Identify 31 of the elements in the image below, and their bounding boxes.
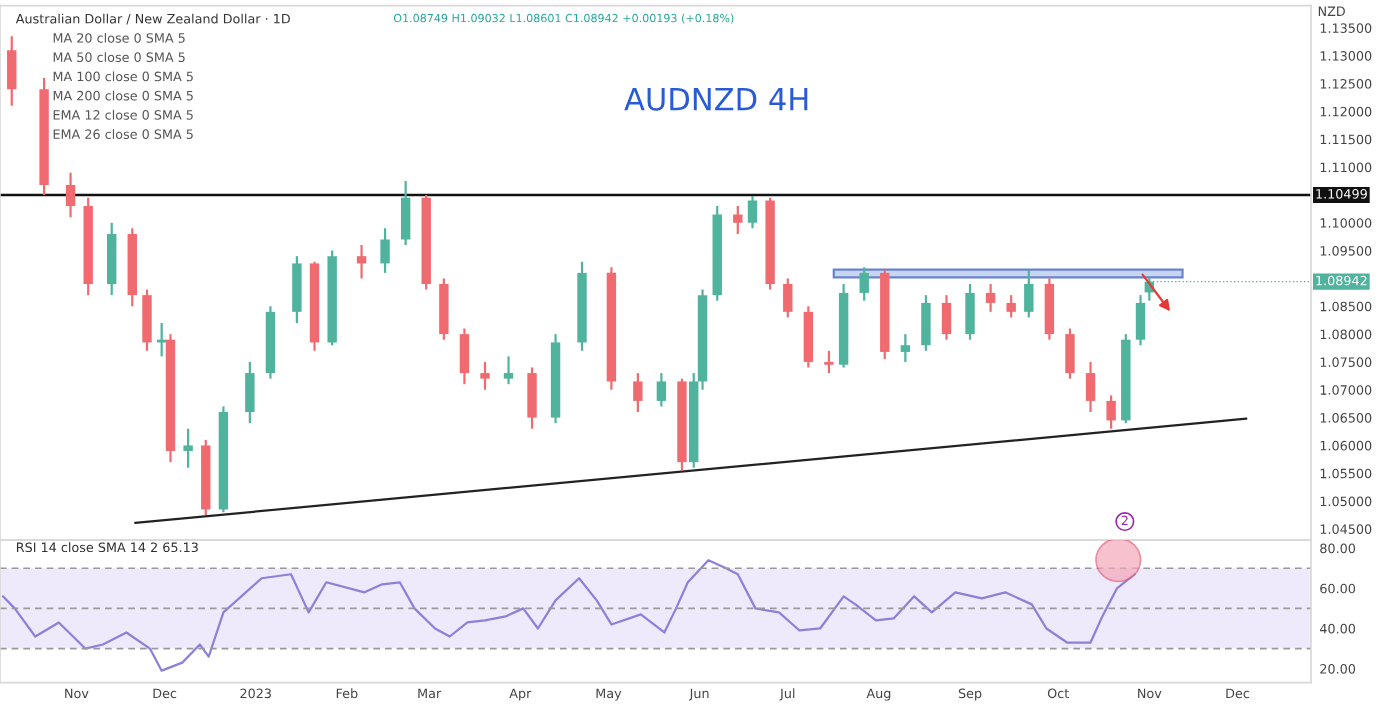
candlestick [747,194,758,230]
candlestick [7,35,17,107]
candlestick [1006,294,1016,319]
candlestick [400,179,411,247]
candlestick [985,282,996,313]
candlestick [480,360,490,391]
candlestick [900,333,911,364]
candlestick [356,243,367,280]
candlestick [183,427,193,469]
candlestick [783,277,793,319]
candlestick [941,294,952,341]
candlestick [633,371,643,414]
candlestick [142,288,152,352]
candlestick [1106,394,1116,430]
candlestick [1065,327,1075,380]
candlestick [65,171,76,219]
candlestick [1024,268,1034,319]
candlestick [965,282,975,341]
candlestick [824,349,834,375]
candlestick [503,355,514,386]
candlestick [245,360,255,425]
candlestick [733,204,743,236]
candlestick [380,227,390,274]
candlestick [459,327,470,386]
candlestick [921,294,931,352]
candlestick [1085,360,1096,414]
text: AUDNZD 4H [624,88,808,111]
candlestick [1135,294,1146,347]
candlestick [656,371,667,408]
candlestick [527,366,537,430]
candlestick [859,266,869,302]
